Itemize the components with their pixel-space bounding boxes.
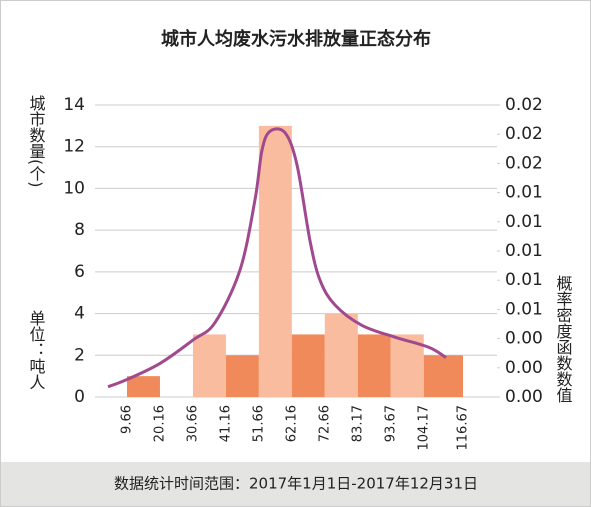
x-tick-label: 83.17 bbox=[350, 405, 365, 442]
y-tick-label: 0 bbox=[74, 387, 85, 407]
y2-tick-label: 0.02 bbox=[505, 124, 543, 144]
bar bbox=[423, 355, 463, 397]
x-tick-label: 116.67 bbox=[456, 405, 471, 451]
y-tick-label: 12 bbox=[63, 137, 85, 157]
y-axis-label: 城市数量(个) bbox=[27, 95, 46, 187]
x-tick-label: 41.16 bbox=[218, 405, 233, 442]
x-tick-label: 72.66 bbox=[317, 405, 332, 442]
x-tick-label: 104.17 bbox=[416, 405, 431, 451]
bar bbox=[127, 376, 160, 397]
bar bbox=[291, 334, 325, 397]
y2-axis-label: 概率密度函数数值 bbox=[554, 275, 573, 403]
y2-tick-label: 0.00 bbox=[505, 387, 543, 407]
y2-tick-label: 0.01 bbox=[505, 241, 543, 261]
x-tick-label: 30.66 bbox=[185, 405, 200, 442]
bar bbox=[324, 313, 358, 397]
x-tick-label: 93.67 bbox=[383, 405, 398, 442]
x-tick-label: 9.66 bbox=[120, 405, 135, 434]
footnote: 数据统计时间范围：2017年1月1日-2017年12月31日 bbox=[114, 475, 478, 493]
x-tick-label: 62.16 bbox=[284, 405, 299, 442]
y2-tick-label: 0.01 bbox=[505, 299, 543, 319]
y2-tick-label: 0.01 bbox=[505, 212, 543, 232]
y2-tick-label: 0.02 bbox=[505, 153, 543, 173]
bar bbox=[225, 355, 259, 397]
unit-note: 单位：吨人 bbox=[27, 310, 46, 390]
x-tick-label: 20.16 bbox=[152, 405, 167, 442]
y2-tick-label: 0.01 bbox=[505, 183, 543, 203]
y-tick-label: 2 bbox=[74, 345, 85, 365]
y2-tick-label: 0.00 bbox=[505, 358, 543, 378]
y2-tick-label: 0.00 bbox=[505, 329, 543, 349]
y-tick-label: 8 bbox=[74, 220, 85, 240]
y2-tick-label: 0.02 bbox=[505, 95, 543, 115]
footer-band bbox=[1, 462, 590, 506]
density-curve bbox=[107, 127, 447, 389]
y-tick-label: 4 bbox=[74, 304, 85, 324]
y-tick-label: 10 bbox=[63, 178, 85, 198]
y2-tick-label: 0.01 bbox=[505, 270, 543, 290]
bar bbox=[192, 334, 226, 397]
bar bbox=[357, 334, 391, 397]
chart-title: 城市人均废水污水排放量正态分布 bbox=[161, 28, 431, 50]
x-tick-label: 51.66 bbox=[251, 405, 266, 442]
y-tick-label: 6 bbox=[74, 262, 85, 282]
y-tick-label: 14 bbox=[63, 95, 85, 115]
bar bbox=[258, 125, 292, 397]
